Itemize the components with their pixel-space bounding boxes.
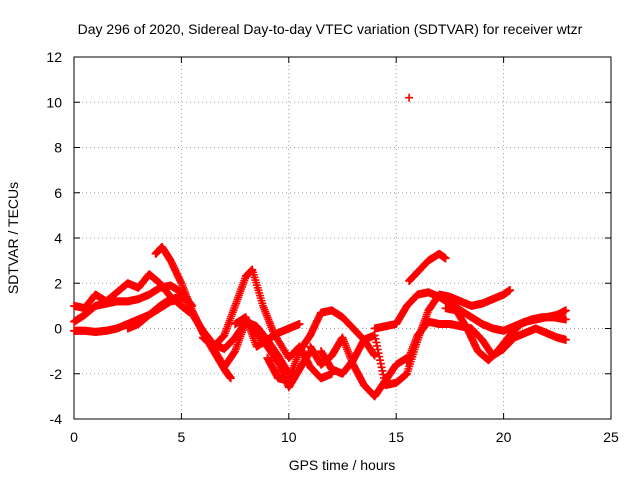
y-tick-label: 10 bbox=[46, 94, 62, 110]
y-tick-label: -4 bbox=[50, 411, 63, 427]
series-track-12 bbox=[317, 286, 515, 390]
y-tick-label: 6 bbox=[54, 185, 62, 201]
x-tick-label: 25 bbox=[603, 429, 619, 445]
x-tick-label: 0 bbox=[70, 429, 78, 445]
y-tick-label: 12 bbox=[46, 49, 62, 65]
data-point bbox=[561, 315, 570, 324]
data-point bbox=[441, 254, 450, 263]
chart-title: Day 296 of 2020, Sidereal Day-to-day VTE… bbox=[78, 21, 583, 37]
data-points bbox=[70, 93, 570, 401]
series-track-9 bbox=[231, 313, 304, 351]
data-point bbox=[561, 335, 570, 344]
x-tick-label: 5 bbox=[178, 429, 186, 445]
y-tick-label: 8 bbox=[54, 140, 62, 156]
y-tick-labels: -4 -2 0 2 4 6 8 10 12 bbox=[46, 49, 62, 427]
x-tick-label: 15 bbox=[388, 429, 404, 445]
data-point bbox=[226, 374, 235, 383]
x-tick-label: 20 bbox=[496, 429, 512, 445]
y-tick-label: -2 bbox=[50, 366, 63, 382]
plot-frame bbox=[73, 56, 612, 420]
data-point bbox=[561, 306, 570, 315]
series-track-16 bbox=[441, 304, 570, 365]
grid-lines bbox=[74, 57, 611, 419]
x-axis-label: GPS time / hours bbox=[289, 457, 396, 473]
series-track-3 bbox=[70, 270, 194, 317]
series-track-15 bbox=[405, 249, 450, 285]
series-outlier bbox=[405, 93, 414, 102]
data-point bbox=[295, 319, 304, 328]
y-axis-label: SDTVAR / TECUs bbox=[5, 182, 21, 294]
x-tick-label: 10 bbox=[281, 429, 297, 445]
series-track-4 bbox=[123, 292, 197, 333]
y-tick-label: 0 bbox=[54, 321, 62, 337]
data-point bbox=[405, 93, 414, 102]
y-tick-label: 2 bbox=[54, 275, 62, 291]
data-point bbox=[506, 286, 515, 295]
y-tick-label: 4 bbox=[54, 230, 62, 246]
x-tick-labels: 0 5 10 15 20 25 bbox=[70, 429, 619, 445]
